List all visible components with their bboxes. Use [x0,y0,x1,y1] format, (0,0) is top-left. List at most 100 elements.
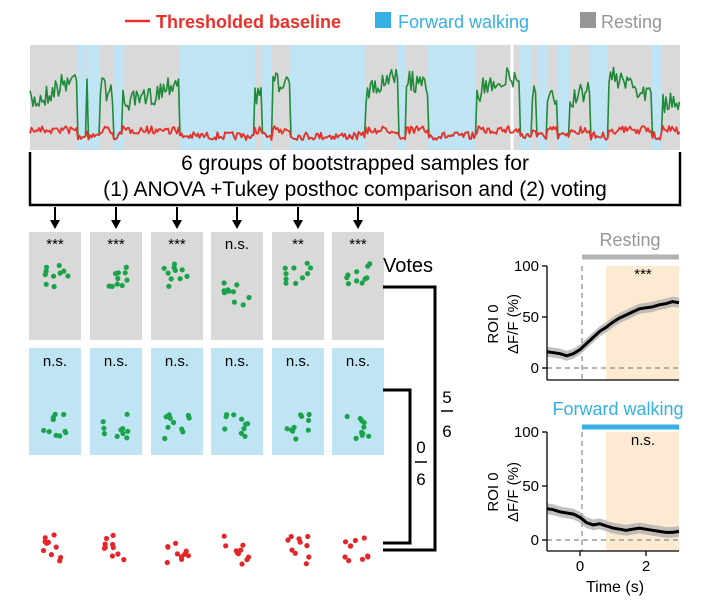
forward-sample-dot [245,421,251,427]
resting-sample-dot [43,281,49,287]
forward-sample-dot [162,435,168,442]
forward-band [88,45,100,150]
bracket-outline [28,152,682,207]
resting-sample-dot [367,261,373,267]
baseline-sample-dot [306,554,312,560]
baseline-sample-dot [109,553,115,559]
y-tick-label: 100 [514,258,539,275]
resting-sample-dot [123,264,129,270]
resting-sample-dot [283,276,289,282]
forward-sample-dot [242,433,248,439]
forward-sample-dot [361,424,367,430]
forward-sample-dot [353,435,359,441]
baseline-sample-dot [305,533,311,540]
baseline-sample-dot [238,547,244,553]
forward-sample-dot [293,436,299,442]
forward-walking-bands [78,45,662,150]
resting-votes-bracket [383,285,437,552]
forward-band [520,45,532,150]
forward-sample-dot [50,414,56,420]
forward-sample-dot [166,412,172,418]
baseline-sample-dot [164,559,170,566]
forward-sample-dot [306,411,312,418]
bootstrap-group: *** n.s. [151,207,203,566]
bootstrap-group: n.s. n.s. [211,207,263,567]
resting-sample-dot [283,271,289,277]
group-arrowhead [353,220,363,229]
forward-sample-dot [366,433,372,439]
group-arrowhead [172,220,182,229]
baseline-sample-dot [103,535,110,542]
forward-sample-dot [223,414,229,420]
legend-baseline-label: Thresholded baseline [156,12,341,32]
resting-sample-dot [283,280,289,286]
forward-sample-dot [62,428,68,434]
baseline-sample-dot [304,543,310,549]
forward-sample-dot [222,426,228,432]
resting-sample-dot [305,271,311,277]
baseline-sample-dot [121,557,127,563]
y-axis-label-line2: ΔF/F (%) [505,462,522,522]
resting-sample-dot [165,270,171,276]
mean-trace [546,300,680,358]
legend: Thresholded baseline Forward walking Res… [125,12,662,32]
baseline-sample-dot [285,537,291,543]
y-axis-label-line1: ROI 0 [485,472,502,511]
forward-sample-box [272,348,324,455]
forward-votes-numerator: 0 [416,438,425,457]
baseline-sample-dot [115,551,121,557]
resting-significance: *** [46,236,64,253]
resting-sample-dot [293,280,299,286]
resting-sample-dot [119,282,125,289]
resting-sample-box [272,232,324,340]
baseline-sample-dot [288,533,294,540]
baseline-sample-dot [48,552,55,558]
resting-significance: n.s. [225,236,249,253]
resting-sample-dot [124,277,130,283]
forward-sample-dot [231,412,237,418]
y-tick-label: 50 [522,309,539,326]
baseline-sample-dot [110,532,116,539]
resting-sample-dot [179,267,185,273]
resting-chart: Resting *** 0 50 100 ROI 0 ΔF/F (%) [485,230,680,381]
baseline-sample-dot [179,556,185,563]
forward-sample-dot [179,426,185,432]
resting-sample-dot [234,282,240,288]
resting-sample-dot [106,283,112,289]
legend-forward-label: Forward walking [398,12,529,32]
resting-sample-dot [114,281,120,287]
baseline-sample-dot [42,535,48,541]
forward-votes-denominator: 6 [416,470,425,489]
y-axis-label-line2: ΔF/F (%) [505,294,522,354]
legend-forward-swatch [375,12,391,28]
resting-sample-dot [304,260,310,266]
resting-significance: *** [168,236,186,253]
baseline-sample-dot [174,551,180,557]
baseline-sample-dot [44,540,50,546]
forward-sample-dot [344,413,350,420]
resting-sample-dot [291,265,297,271]
forward-band [537,45,547,150]
bootstrap-group: *** n.s. [332,207,384,564]
forward-significance: n.s. [165,353,189,370]
forward-band [262,45,272,150]
bootstrap-bracket: 6 groups of bootstrapped samples for (1)… [28,152,682,207]
resting-sample-dot [307,265,314,271]
baseline-sample-dot [365,553,371,559]
resting-sample-dot [51,273,57,279]
forward-sample-dot [306,417,312,423]
forward-sample-dot [101,425,107,431]
resting-sample-dot [240,302,246,308]
y-tick-label: 0 [531,532,539,549]
group-arrowhead [293,220,303,229]
forward-band [398,45,406,150]
x-axis-label: Time (s) [586,579,644,596]
forward-sample-dot [125,428,131,434]
forward-votes-bracket [383,388,412,545]
resting-sample-dot [122,270,128,276]
votes: Votes 0 6 5 6 [383,255,453,552]
baseline-sample-dot [221,533,227,539]
baseline-sample-dot [101,545,107,551]
